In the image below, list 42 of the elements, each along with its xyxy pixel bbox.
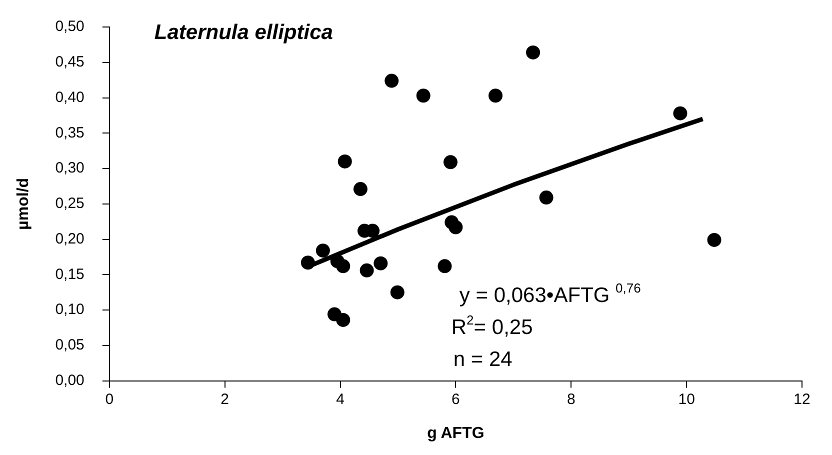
y-tick-label: 0,10 [55,301,84,318]
y-tick-label: 0,25 [55,195,84,212]
point [360,263,374,278]
y-tick-label: 0,45 [55,54,84,71]
y-tick-label: 0,00 [55,372,84,389]
point [673,106,688,120]
point [336,259,350,274]
annotation: y = 0,063•AFTG 0,76 [459,280,641,307]
y-tick-label: 0,20 [55,230,84,248]
point [444,155,458,170]
point [300,256,315,270]
point [384,74,399,88]
x-axis-title: g AFTG [427,424,484,442]
annotation: n = 24 [453,348,513,371]
point [336,312,350,327]
y-tick-label: 0,35 [55,124,84,142]
x-tick-label: 12 [794,390,810,408]
x-tick-label: 2 [220,390,229,408]
x-tick-label: 4 [336,390,344,408]
chart-title: Laternula elliptica [154,21,334,44]
y-tick-label: 0,30 [55,160,84,177]
x-tick-label: 0 [105,390,114,408]
y-tick-label: 0,15 [55,266,84,283]
y-axis-title: µmol/d [15,178,32,230]
point [438,259,452,274]
x-tick-label: 8 [566,390,576,408]
y-tick-label: 0,50 [55,18,84,36]
point [353,182,368,196]
point [374,256,388,270]
point [526,45,540,60]
y-tick-label: 0,05 [55,336,84,354]
point [448,220,463,234]
point [416,88,430,103]
point [316,244,330,258]
point [707,232,722,247]
x-tick-label: 10 [678,390,695,408]
point [338,154,352,168]
point [390,285,404,300]
x-tick-label: 6 [452,390,460,408]
point [539,190,554,205]
point [488,88,503,103]
y-tick-label: 0,40 [55,88,84,106]
